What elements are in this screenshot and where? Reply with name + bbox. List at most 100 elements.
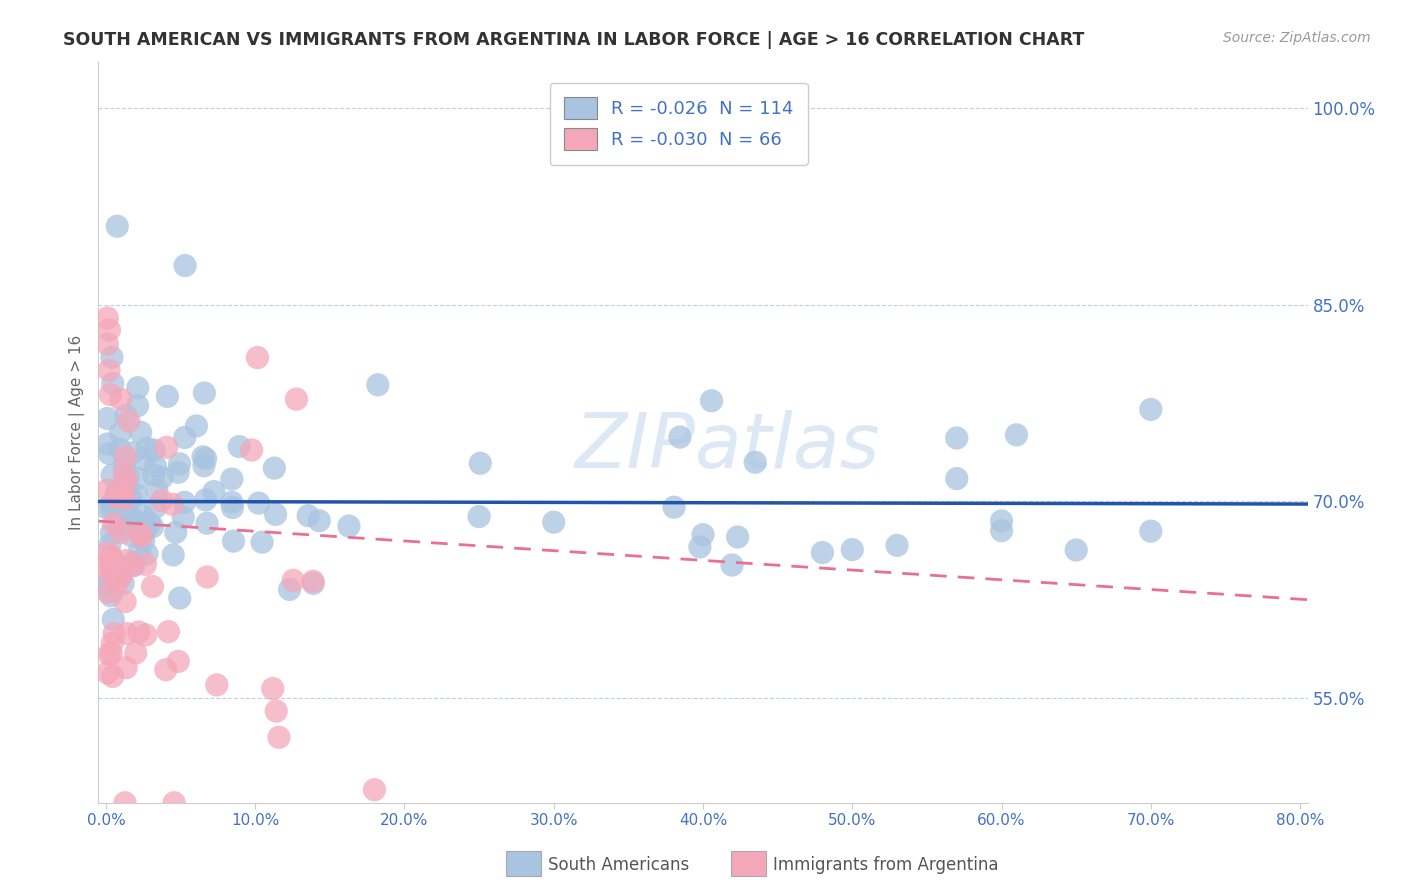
Point <box>165 525 187 540</box>
Point <box>115 504 138 518</box>
Point <box>112 576 135 591</box>
Point <box>263 461 285 475</box>
Point <box>111 486 134 500</box>
Point <box>222 534 245 549</box>
Point <box>662 500 685 515</box>
Text: Immigrants from Argentina: Immigrants from Argentina <box>773 856 998 874</box>
Point <box>118 414 141 428</box>
Point <box>143 442 166 457</box>
Point <box>302 576 325 591</box>
Point <box>96 665 118 680</box>
Point <box>285 392 308 407</box>
Point <box>283 574 305 588</box>
Point <box>169 457 191 471</box>
Point <box>114 595 136 609</box>
Point <box>104 490 127 504</box>
Point <box>96 437 118 451</box>
Point <box>103 626 125 640</box>
Legend: R = -0.026  N = 114, R = -0.030  N = 66: R = -0.026 N = 114, R = -0.030 N = 66 <box>550 83 808 164</box>
Point <box>195 570 218 584</box>
Point <box>98 387 121 401</box>
Point <box>107 486 129 500</box>
Point <box>367 377 389 392</box>
Point <box>205 678 228 692</box>
Point <box>97 585 120 599</box>
Text: ZIPatlas: ZIPatlas <box>575 410 880 484</box>
Point <box>115 626 138 640</box>
Point <box>131 529 153 543</box>
Point <box>1005 427 1028 442</box>
Point <box>122 445 145 459</box>
Text: SOUTH AMERICAN VS IMMIGRANTS FROM ARGENTINA IN LABOR FORCE | AGE > 16 CORRELATIO: SOUTH AMERICAN VS IMMIGRANTS FROM ARGENT… <box>63 31 1084 49</box>
Point <box>100 549 122 564</box>
Point <box>194 492 217 507</box>
Point <box>100 589 122 603</box>
Text: South Americans: South Americans <box>548 856 689 874</box>
Point <box>173 430 195 444</box>
Point <box>157 624 180 639</box>
Point <box>100 526 122 541</box>
Point <box>162 497 184 511</box>
Point <box>129 527 152 541</box>
Point <box>669 430 692 444</box>
Point <box>127 472 149 486</box>
Point <box>112 458 135 472</box>
Point <box>195 516 218 531</box>
Point <box>114 796 136 810</box>
Point <box>104 556 127 570</box>
Point <box>278 582 301 597</box>
Point <box>117 470 139 484</box>
Point <box>363 782 385 797</box>
Point <box>105 484 128 499</box>
Point <box>468 509 491 524</box>
Point <box>115 474 138 488</box>
Point <box>97 554 120 568</box>
Point <box>134 524 156 538</box>
Point <box>101 351 124 365</box>
Point <box>172 510 194 524</box>
Point <box>110 525 132 540</box>
Point <box>221 495 243 509</box>
Point <box>193 458 215 473</box>
Point <box>114 491 136 506</box>
Point <box>262 681 284 696</box>
Point <box>150 493 173 508</box>
Point <box>100 561 122 575</box>
Point <box>101 562 124 576</box>
Point <box>120 529 142 543</box>
Point <box>115 661 138 675</box>
Y-axis label: In Labor Force | Age > 16: In Labor Force | Age > 16 <box>69 335 84 530</box>
Point <box>125 488 148 502</box>
Point <box>120 491 142 506</box>
Point <box>186 418 208 433</box>
Point <box>169 591 191 606</box>
Point <box>115 553 138 567</box>
Point <box>841 542 863 557</box>
Point <box>221 472 243 486</box>
Point <box>122 558 145 573</box>
Point <box>1064 543 1087 558</box>
Point <box>114 475 136 490</box>
Point <box>156 389 179 403</box>
Point <box>96 501 118 516</box>
Point <box>128 543 150 558</box>
Point <box>727 530 749 544</box>
Point <box>1140 402 1163 417</box>
Point <box>167 654 190 668</box>
Point <box>302 574 325 589</box>
Point <box>134 558 156 572</box>
Point <box>990 524 1012 538</box>
Point <box>98 363 121 377</box>
Point <box>945 472 967 486</box>
Point <box>155 663 177 677</box>
Point <box>100 550 122 565</box>
Text: Source: ZipAtlas.com: Source: ZipAtlas.com <box>1223 31 1371 45</box>
Point <box>96 576 118 591</box>
Point <box>228 440 250 454</box>
Point <box>105 517 128 532</box>
Point <box>115 409 138 423</box>
Point <box>103 613 125 627</box>
Point <box>142 519 165 533</box>
Point <box>110 392 132 407</box>
Point <box>129 425 152 440</box>
